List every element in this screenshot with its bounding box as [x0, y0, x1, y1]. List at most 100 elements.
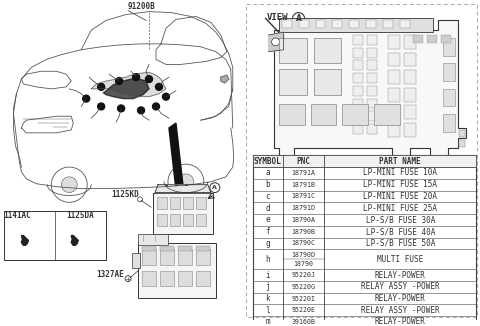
Circle shape	[97, 103, 105, 110]
Text: LP-MINI FUSE 25A: LP-MINI FUSE 25A	[363, 204, 437, 213]
Text: 18790B: 18790B	[291, 229, 315, 235]
Text: RELAY ASSY -POWER: RELAY ASSY -POWER	[361, 306, 440, 315]
Bar	[252, 156, 476, 326]
Text: RELAY-POWER: RELAY-POWER	[375, 318, 426, 326]
Polygon shape	[103, 79, 149, 99]
Bar	[183, 214, 193, 226]
Bar	[443, 38, 455, 56]
Bar	[384, 21, 393, 28]
Circle shape	[178, 174, 194, 190]
Text: g: g	[265, 239, 270, 248]
Text: a: a	[265, 169, 270, 177]
Text: 18791D: 18791D	[291, 205, 315, 211]
Text: k: k	[265, 294, 270, 303]
Bar	[160, 246, 174, 251]
Bar	[157, 198, 167, 209]
Circle shape	[138, 107, 144, 114]
Bar	[138, 234, 168, 245]
Circle shape	[153, 103, 159, 110]
Text: 18790C: 18790C	[291, 240, 315, 246]
Text: d: d	[265, 204, 270, 213]
Text: 18791C: 18791C	[291, 193, 315, 200]
Text: A: A	[296, 14, 301, 23]
Bar	[142, 271, 156, 287]
Text: e: e	[265, 215, 270, 224]
Bar	[459, 140, 465, 147]
Text: h: h	[265, 255, 270, 264]
Bar	[157, 214, 167, 226]
Bar	[388, 88, 400, 102]
Circle shape	[293, 13, 304, 24]
Bar	[367, 99, 377, 109]
Text: m: m	[265, 318, 270, 326]
Bar	[178, 246, 192, 251]
Bar	[367, 35, 377, 45]
Text: RELAY-POWER: RELAY-POWER	[375, 294, 426, 303]
Bar	[170, 198, 180, 209]
Text: 18791B: 18791B	[291, 182, 315, 188]
Bar	[178, 271, 192, 287]
Bar	[160, 249, 174, 265]
Bar	[196, 246, 210, 251]
Polygon shape	[155, 185, 211, 193]
Circle shape	[156, 83, 162, 90]
Text: c: c	[265, 192, 270, 201]
Bar	[160, 271, 174, 287]
Bar	[374, 104, 400, 125]
Text: 18790: 18790	[294, 260, 313, 267]
Bar	[404, 35, 416, 49]
Bar	[313, 38, 341, 64]
Bar	[153, 193, 213, 234]
Text: LP-MINI FUSE 10A: LP-MINI FUSE 10A	[363, 169, 437, 177]
Text: PART NAME: PART NAME	[379, 157, 421, 166]
Bar	[353, 86, 363, 96]
Bar	[367, 73, 377, 83]
Bar	[138, 244, 216, 298]
Bar	[342, 104, 368, 125]
Bar	[196, 214, 206, 226]
Bar	[353, 124, 363, 134]
Bar	[367, 48, 377, 58]
Bar	[353, 99, 363, 109]
Text: A: A	[212, 185, 217, 190]
Polygon shape	[169, 206, 183, 221]
Text: RELAY-POWER: RELAY-POWER	[375, 271, 426, 280]
Bar	[353, 61, 363, 70]
Bar	[170, 214, 180, 226]
Bar	[404, 123, 416, 137]
Text: LP-S/B FUSE 30A: LP-S/B FUSE 30A	[366, 215, 435, 224]
Bar	[353, 35, 363, 45]
Text: MULTI FUSE: MULTI FUSE	[377, 255, 423, 264]
Circle shape	[210, 183, 220, 193]
Bar	[278, 104, 304, 125]
Bar	[196, 249, 210, 265]
Text: 95220J: 95220J	[291, 272, 315, 278]
Bar	[388, 123, 400, 137]
Bar	[388, 35, 400, 49]
Circle shape	[83, 95, 90, 102]
Bar	[142, 249, 156, 265]
Circle shape	[145, 76, 153, 82]
Text: 95220E: 95220E	[291, 307, 315, 313]
Bar	[367, 111, 377, 121]
Text: 18791A: 18791A	[291, 170, 315, 176]
Text: f: f	[265, 227, 270, 236]
Circle shape	[138, 197, 143, 202]
Bar	[353, 111, 363, 121]
Bar	[400, 21, 410, 28]
Text: j: j	[265, 282, 270, 291]
Bar	[311, 104, 336, 125]
Bar	[4, 211, 106, 260]
Bar	[142, 246, 156, 251]
Text: LP-S/B FUSE 50A: LP-S/B FUSE 50A	[366, 239, 435, 248]
Text: 1141AC: 1141AC	[3, 211, 31, 220]
Bar	[313, 69, 341, 95]
Bar	[349, 21, 360, 28]
Bar	[132, 253, 140, 268]
Text: LP-S/B FUSE 40A: LP-S/B FUSE 40A	[366, 227, 435, 236]
Text: LP-MINI FUSE 15A: LP-MINI FUSE 15A	[363, 180, 437, 189]
Bar	[441, 35, 451, 43]
Text: VIEW: VIEW	[267, 13, 288, 22]
Bar	[178, 249, 192, 265]
Text: 1125KD: 1125KD	[111, 190, 139, 200]
